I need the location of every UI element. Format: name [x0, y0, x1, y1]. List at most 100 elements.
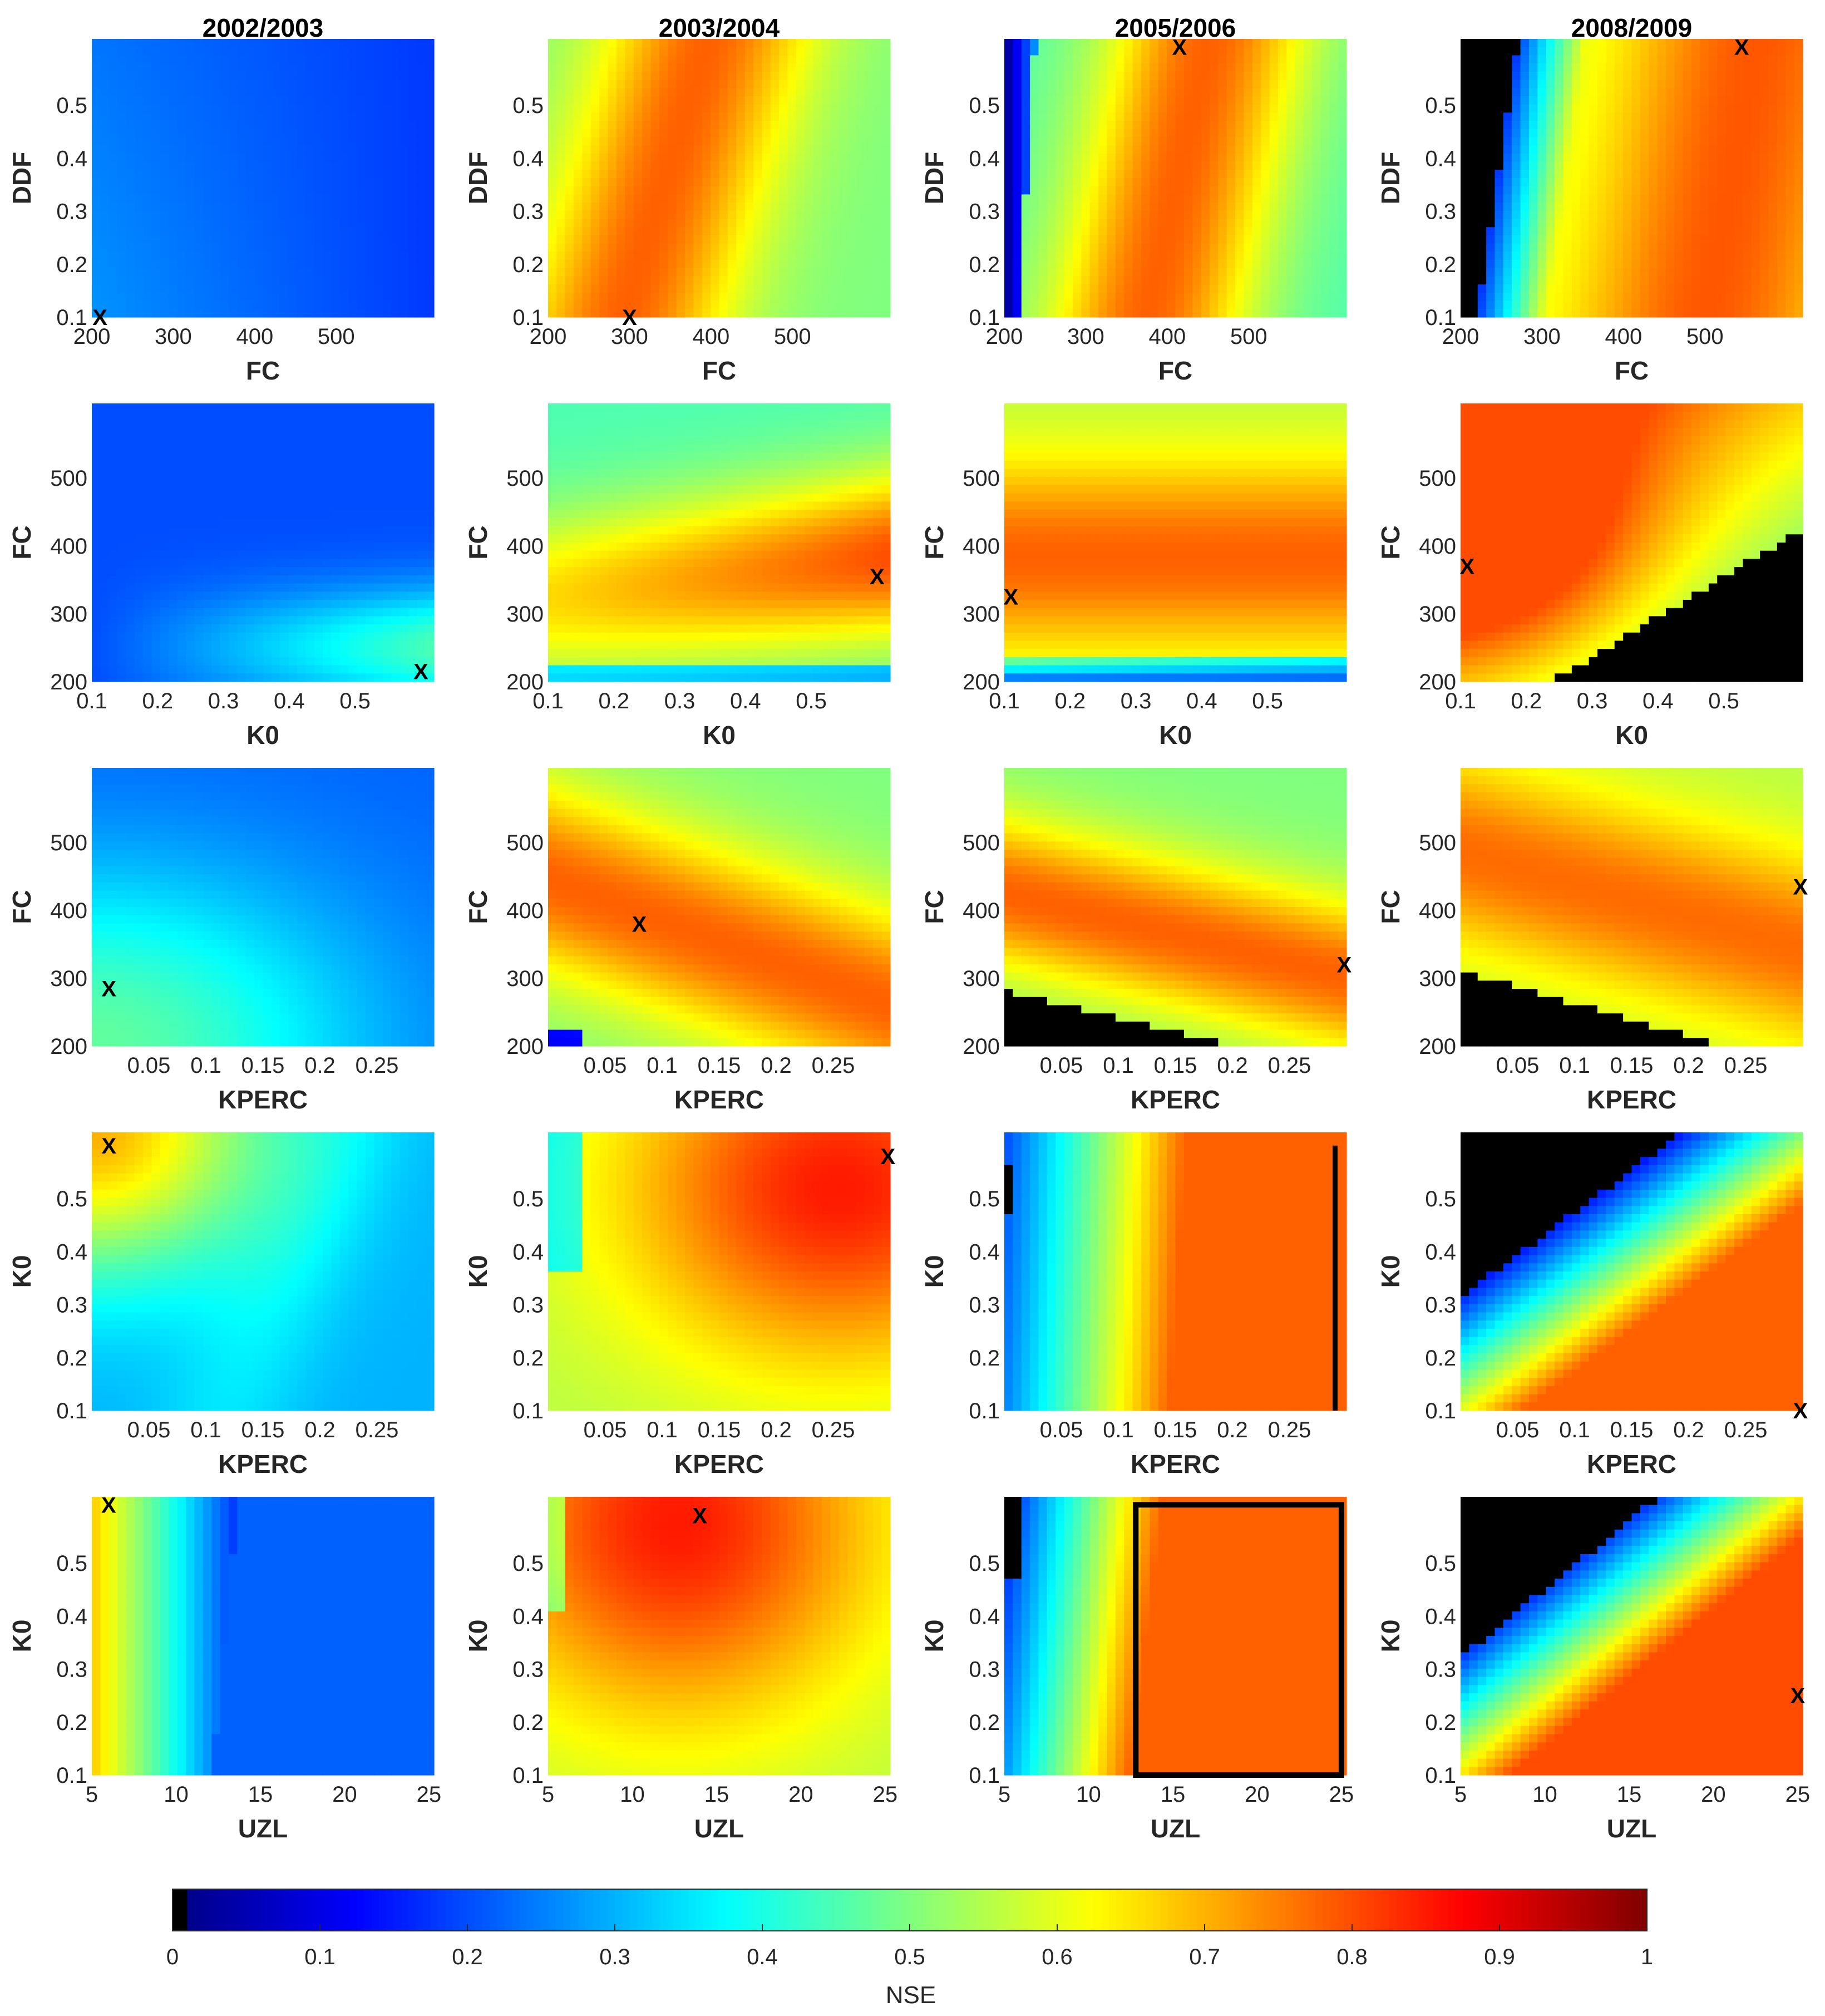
heatmap-cell [779, 210, 788, 220]
heatmap-cell [1218, 203, 1227, 211]
heatmap-cell [211, 292, 221, 302]
heatmap-cell [1115, 260, 1124, 269]
heatmap-cell [753, 210, 762, 220]
heatmap-cell [1338, 219, 1347, 228]
heatmap-cell [685, 153, 694, 162]
heatmap-cell [1175, 88, 1185, 97]
heatmap-cell [727, 129, 737, 138]
heatmap-cell [305, 112, 315, 121]
heatmap-cell [357, 227, 366, 236]
heatmap-cell [1252, 203, 1261, 211]
heatmap-cell [1555, 88, 1564, 97]
heatmap-cell [582, 63, 591, 72]
heatmap-cell [220, 284, 229, 293]
heatmap-cell [1477, 243, 1487, 252]
heatmap-cell [1218, 243, 1227, 252]
heatmap-cell [1038, 161, 1048, 170]
heatmap-cell [548, 153, 557, 162]
heatmap-cell [1038, 153, 1048, 162]
heatmap-cell [305, 210, 315, 220]
heatmap-cell [203, 80, 212, 88]
heatmap-cell [1269, 170, 1279, 179]
heatmap-cell [744, 96, 754, 105]
heatmap-cell [881, 55, 891, 64]
heatmap-cell [108, 235, 118, 244]
heatmap-cell [805, 80, 814, 88]
heatmap-cell [1631, 63, 1641, 72]
heatmap-cell [719, 39, 728, 48]
heatmap-cell [719, 252, 728, 260]
heatmap-cell [1649, 129, 1658, 138]
heatmap-cell [1244, 71, 1253, 81]
heatmap-cell [1606, 276, 1615, 285]
heatmap-cell [1546, 88, 1555, 97]
heatmap-cell [873, 284, 882, 293]
heatmap-cell [1210, 63, 1219, 72]
heatmap-cell [1512, 161, 1521, 170]
heatmap-cell [1657, 260, 1666, 269]
heatmap-cell [753, 96, 762, 105]
heatmap-cell [599, 227, 609, 236]
heatmap-cell [417, 260, 426, 269]
heatmap-cell [1597, 71, 1606, 81]
heatmap-cell [1537, 186, 1547, 195]
heatmap-cell [1469, 47, 1478, 56]
heatmap-cell [574, 178, 583, 187]
heatmap-cell [1494, 137, 1504, 146]
heatmap-cell [305, 137, 315, 146]
heatmap-cell [1520, 88, 1530, 97]
heatmap-cell [288, 276, 298, 285]
heatmap-cell [1183, 252, 1193, 260]
heatmap-cell [1555, 300, 1564, 309]
heatmap-cell [100, 219, 110, 228]
heatmap-cell [582, 153, 591, 162]
heatmap-cell [813, 63, 822, 72]
heatmap-cell [582, 194, 591, 203]
heatmap-cell [736, 186, 746, 195]
heatmap-cell [1304, 227, 1313, 236]
heatmap-cell [1201, 178, 1210, 187]
heatmap-cell [1201, 252, 1210, 260]
heatmap-cell [186, 268, 195, 277]
heatmap-cell [417, 243, 426, 252]
heatmap-cell [1329, 300, 1339, 309]
heatmap-cell [565, 235, 574, 244]
heatmap-cell [1047, 260, 1056, 269]
heatmap-cell [1657, 243, 1666, 252]
heatmap-cell [117, 292, 127, 302]
heatmap-cell [1563, 129, 1572, 138]
heatmap-cell [339, 47, 349, 56]
heatmap-cell [160, 137, 169, 146]
heatmap-cell [1494, 309, 1504, 318]
heatmap-cell [1529, 243, 1538, 252]
heatmap-cell [271, 153, 280, 162]
heatmap-cell [753, 219, 762, 228]
heatmap-cell [1073, 292, 1082, 302]
heatmap-cell [1295, 145, 1304, 154]
heatmap-cell [668, 227, 677, 236]
heatmap-cell [305, 203, 315, 211]
heatmap-cell [590, 170, 600, 179]
heatmap-cell [787, 170, 797, 179]
heatmap-cell [1115, 203, 1124, 211]
heatmap-cell [254, 170, 264, 179]
heatmap-cell [1461, 309, 1469, 318]
heatmap-cell [744, 153, 754, 162]
heatmap-cell [864, 137, 874, 146]
heatmap-cell [1073, 153, 1082, 162]
heatmap-cell [348, 186, 358, 195]
heatmap-cell [548, 80, 557, 88]
heatmap-cell [280, 210, 289, 220]
heatmap-cell [177, 47, 186, 56]
heatmap-cell [1210, 145, 1219, 154]
heatmap-cell [1038, 137, 1048, 146]
heatmap-cell [608, 170, 617, 179]
heatmap-cell [203, 309, 212, 318]
heatmap-cell [92, 112, 101, 121]
heatmap-cell [399, 243, 409, 252]
heatmap-cell [245, 153, 255, 162]
heatmap-cell [1201, 227, 1210, 236]
heatmap-cell [366, 178, 374, 187]
heatmap-cell [1141, 268, 1150, 277]
heatmap-cell [1571, 96, 1581, 105]
